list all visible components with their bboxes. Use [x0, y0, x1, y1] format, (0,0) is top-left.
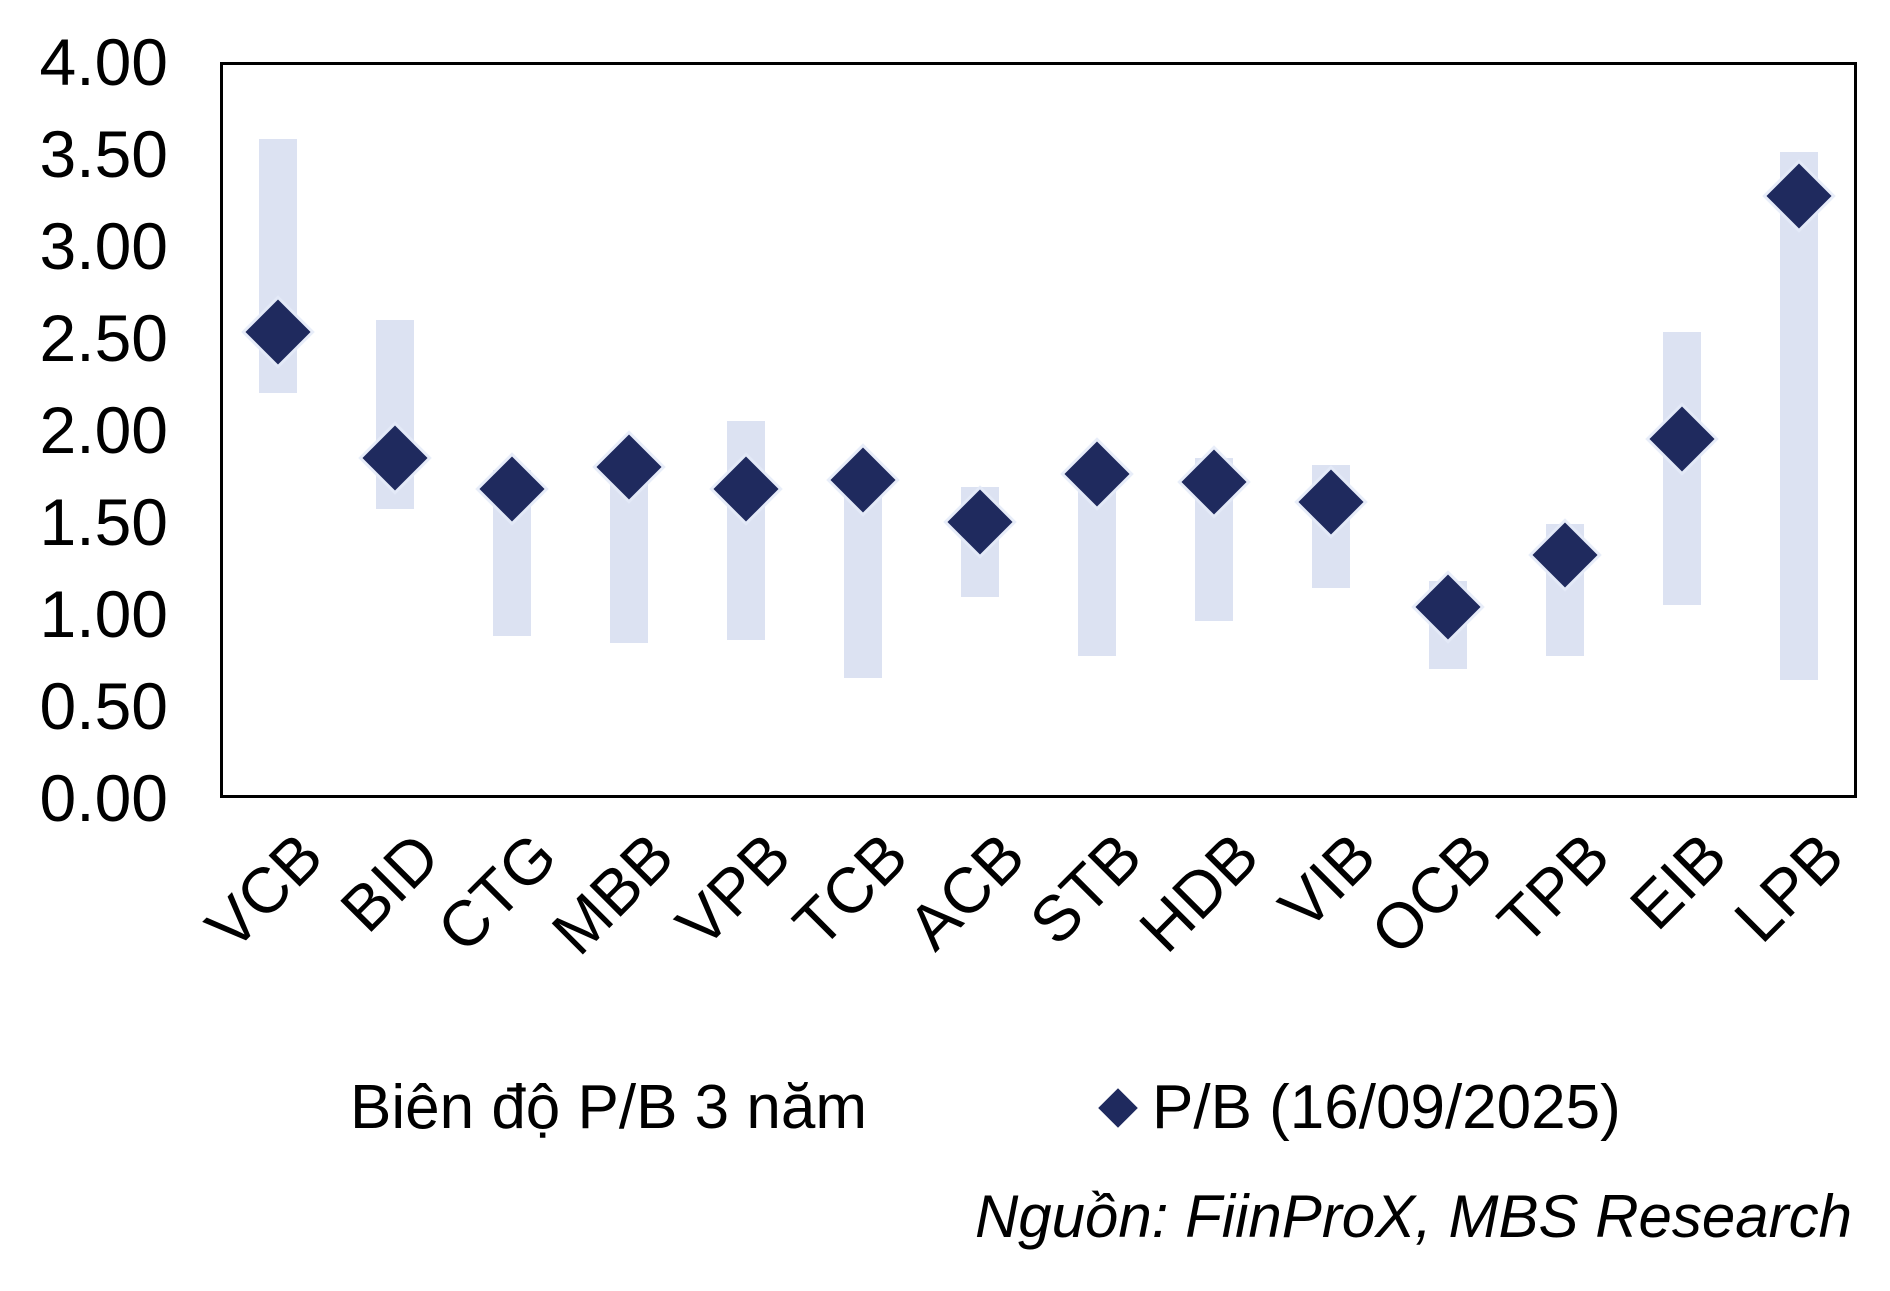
legend-diamond-icon — [1098, 1088, 1138, 1128]
y-axis-tick-label: 2.00 — [39, 393, 168, 467]
range-bar-vpb — [727, 420, 766, 640]
x-axis-tick-label-tcb: TCB — [779, 819, 922, 961]
y-axis-tick-label: 2.50 — [39, 301, 168, 375]
x-axis-tick-label-mbb: MBB — [538, 819, 688, 969]
x-axis-tick-label-hdb: HDB — [1125, 819, 1272, 966]
range-bar-lpb — [1779, 152, 1818, 681]
x-axis-tick-label-vpb: VPB — [662, 819, 805, 961]
y-axis-tick-label: 0.50 — [39, 669, 168, 743]
y-axis-tick-label: 3.00 — [39, 209, 168, 283]
x-axis-tick-label-vcb: VCB — [192, 819, 337, 964]
x-axis-tick-label-stb: STB — [1016, 819, 1156, 959]
y-axis-tick-label: 1.50 — [39, 485, 168, 559]
y-axis-tick-label: 0.00 — [39, 761, 168, 835]
legend-label-range: Biên độ P/B 3 năm — [350, 1073, 867, 1142]
y-axis-tick-label: 1.00 — [39, 577, 168, 651]
legend: Biên độ P/B 3 năm P/B (16/09/2025) — [0, 1070, 1890, 1150]
x-axis-tick-label-acb: ACB — [894, 819, 1039, 964]
x-axis-tick-label-lpb: LPB — [1720, 819, 1857, 956]
x-axis-tick-label-eib: EIB — [1615, 819, 1740, 944]
x-axis-tick-label-ctg: CTG — [423, 819, 571, 966]
plot-area — [220, 62, 1857, 798]
legend-label-marker: P/B (16/09/2025) — [1152, 1073, 1621, 1142]
source-note: Nguồn: FiinProX, MBS Research — [974, 1183, 1852, 1250]
x-axis-tick-label-ocb: OCB — [1356, 819, 1506, 969]
y-axis-tick-label: 4.00 — [39, 25, 168, 99]
x-axis-tick-label-tpb: TPB — [1483, 819, 1623, 959]
y-axis-tick-label: 3.50 — [39, 117, 168, 191]
